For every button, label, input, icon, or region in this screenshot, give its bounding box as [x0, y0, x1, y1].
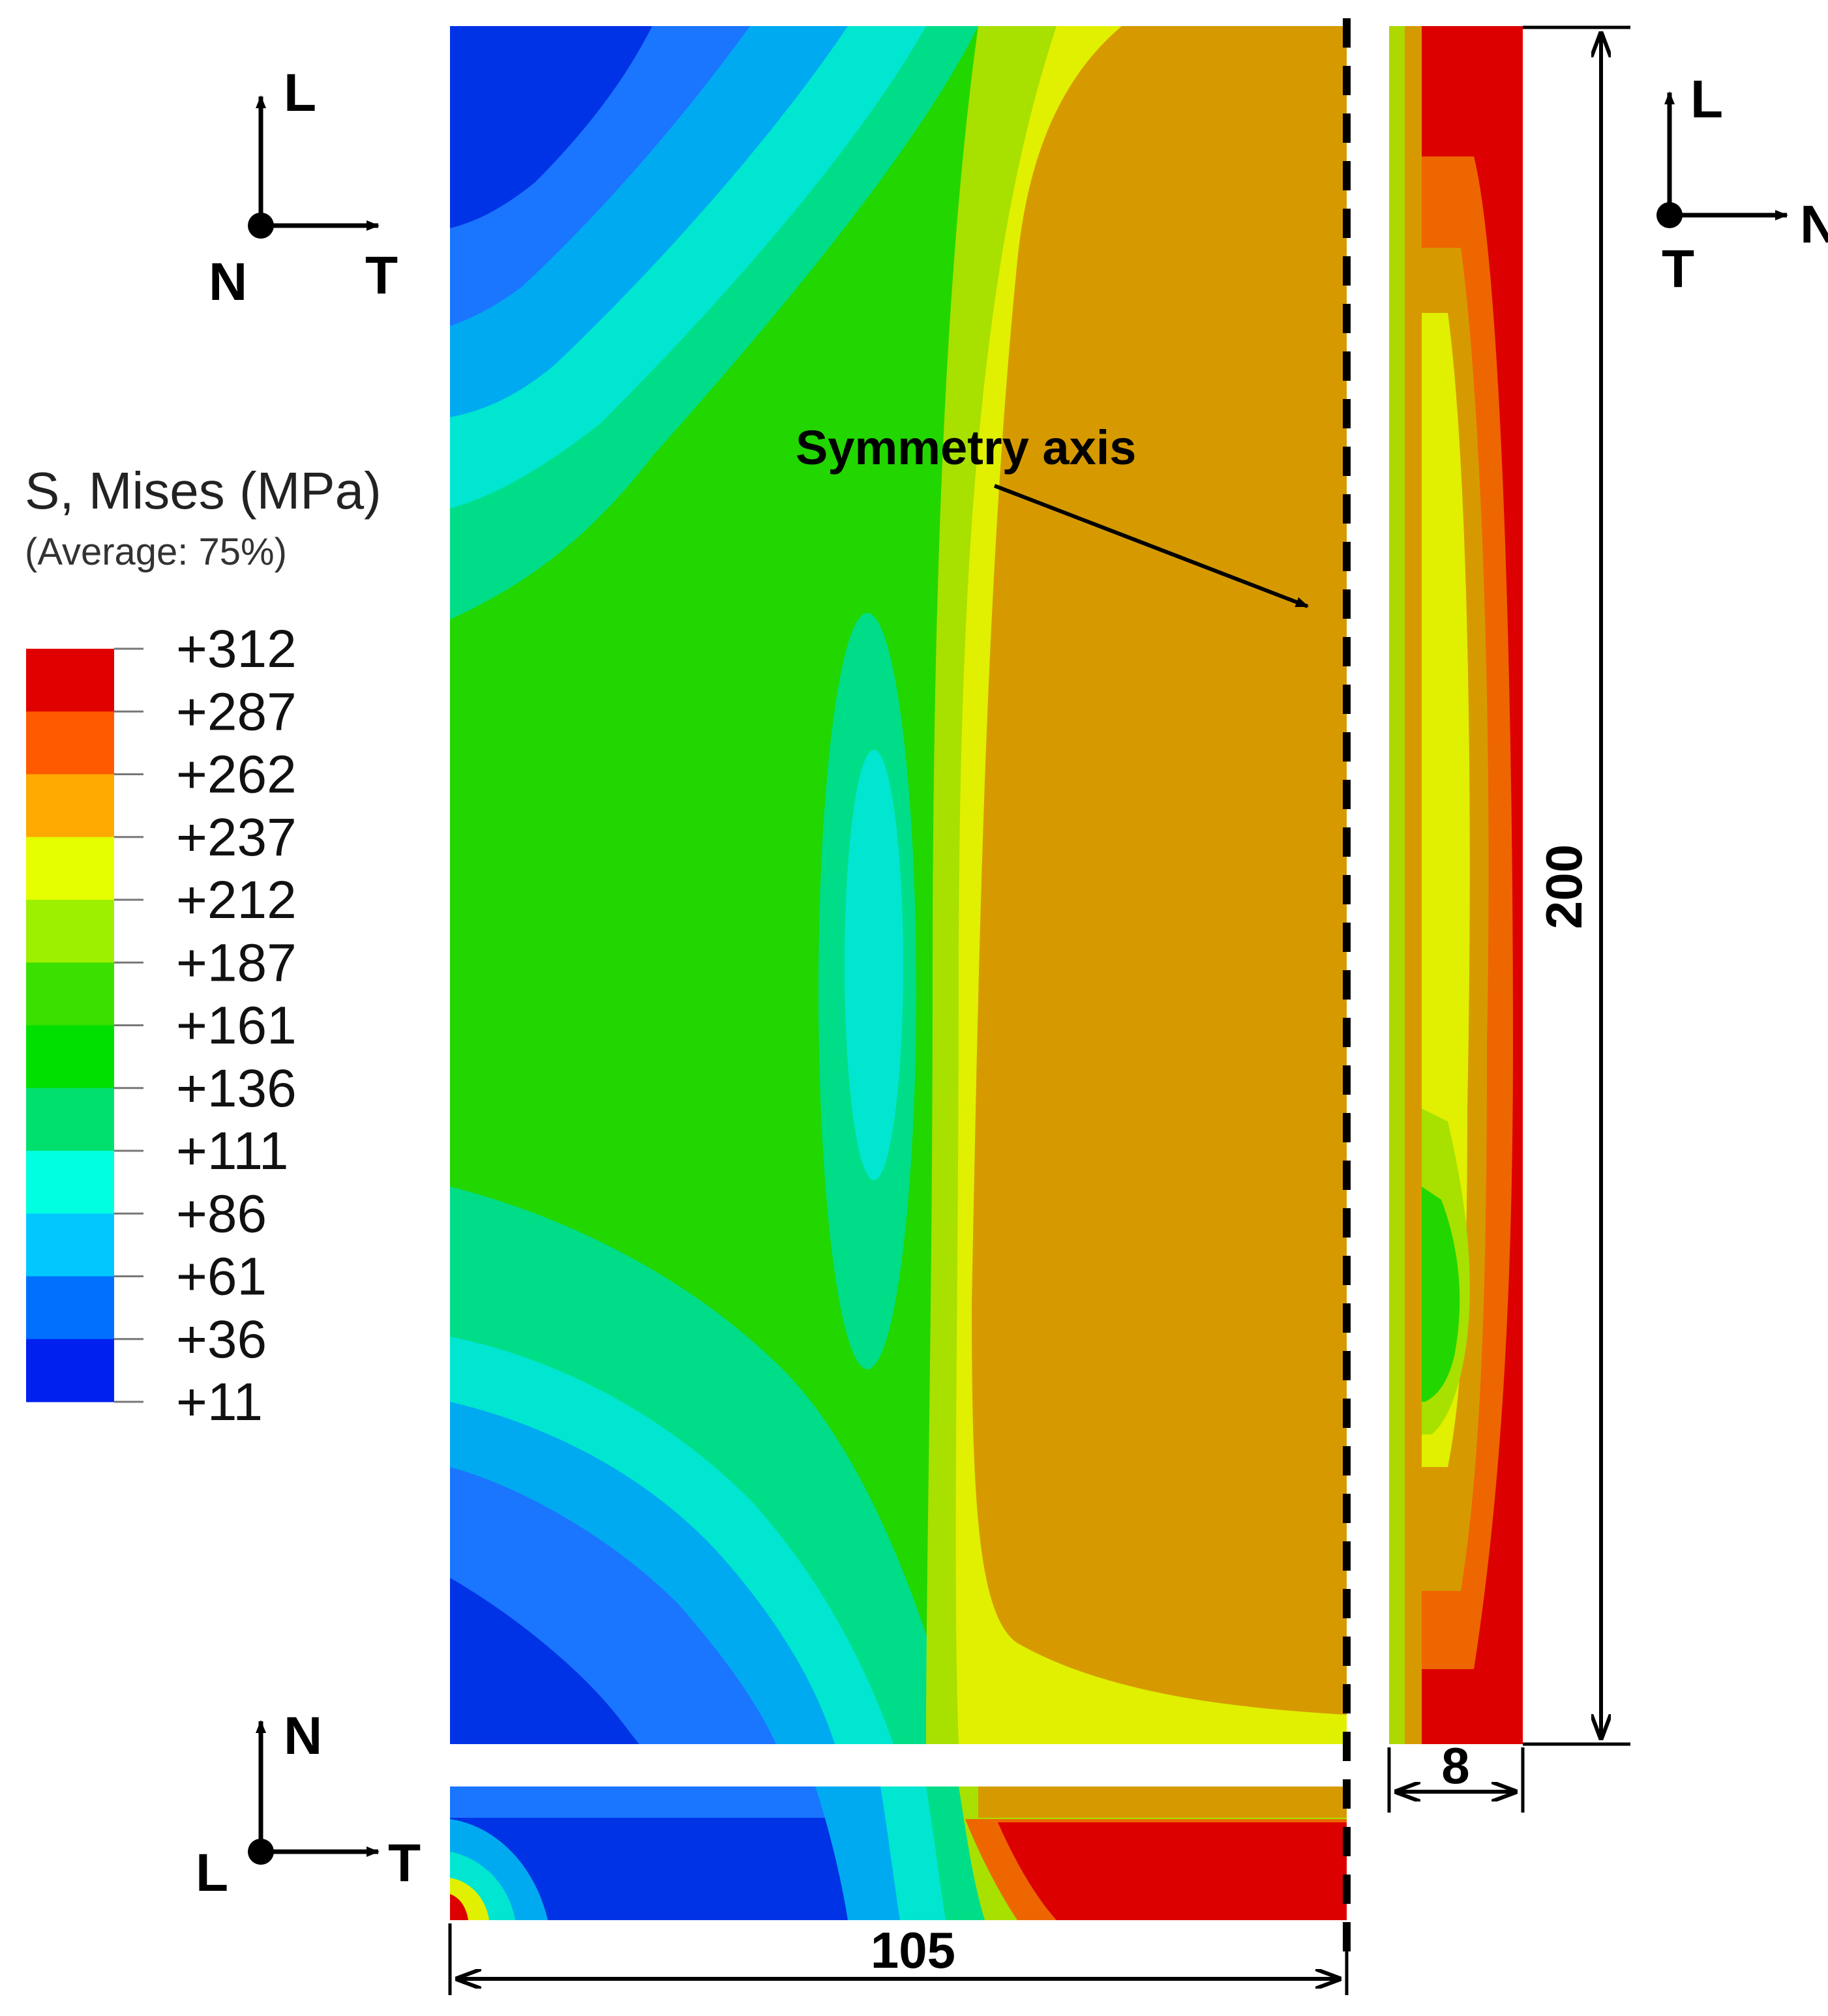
- bottom-view-contour: [450, 1786, 1347, 1920]
- symmetry-axis-label: Symmetry axis: [796, 421, 1136, 475]
- legend-tick-label: +11: [176, 1372, 263, 1432]
- side-edge-yellowgreen: [1389, 26, 1405, 1744]
- bottom-band-red: [998, 1822, 1347, 1920]
- legend-title: S, Mises (MPa): [25, 462, 382, 520]
- triad-front-normal-label: N: [209, 252, 247, 312]
- legend-swatch: [26, 1213, 114, 1277]
- triad-side-up-label: L: [1690, 70, 1723, 129]
- dim-thk-value: 8: [1441, 1737, 1469, 1794]
- legend-tick-label: +187: [176, 933, 297, 992]
- front-view-contour: [450, 26, 1347, 1744]
- legend: S, Mises (MPa) (Average: 75%) +312+287+2…: [25, 462, 382, 1432]
- bottom-corner-red: [450, 1894, 468, 1920]
- triad-front-up-label: L: [284, 63, 316, 123]
- legend-tick-label: +36: [176, 1310, 267, 1369]
- triad-bottom: N T L: [196, 1706, 421, 1903]
- dimension-height: 200: [1523, 25, 1630, 1746]
- legend-swatch: [26, 962, 114, 1026]
- legend-tick-label: +212: [176, 870, 297, 930]
- front-region-orange: [972, 26, 1347, 1715]
- legend-swatch: [26, 1025, 114, 1089]
- side-band-green: [1422, 1187, 1460, 1402]
- triad-front: L T N: [209, 63, 398, 312]
- triad-bottom-right-label: T: [388, 1833, 421, 1893]
- triad-bottom-origin-dot: [248, 1839, 274, 1865]
- legend-tick-label: +111: [176, 1121, 289, 1181]
- triad-side-right-label: N: [1800, 195, 1828, 254]
- legend-swatch: [26, 900, 114, 963]
- legend-swatch: [26, 711, 114, 775]
- legend-tick-label: +237: [176, 808, 297, 867]
- front-lens-cyan: [845, 750, 903, 1180]
- legend-swatch: [26, 1276, 114, 1340]
- legend-swatch: [26, 1339, 114, 1402]
- triad-bottom-up-label: N: [284, 1706, 322, 1766]
- legend-tick-label: +136: [176, 1059, 297, 1118]
- legend-swatch: [26, 837, 114, 900]
- triad-side-normal-label: T: [1662, 239, 1694, 299]
- dim-height-value: 200: [1535, 844, 1593, 929]
- legend-tick-label: +161: [176, 996, 297, 1056]
- legend-tick-labels: +312+287+262+237+212+187+161+136+111+86+…: [114, 619, 297, 1432]
- legend-tick-label: +86: [176, 1184, 267, 1243]
- front-band-blue-bottom: [450, 1578, 639, 1744]
- triad-side: L N T: [1656, 70, 1828, 299]
- legend-swatch: [26, 774, 114, 838]
- dimension-width: 105: [448, 1921, 1349, 1995]
- side-view-contour: [1389, 26, 1523, 1744]
- legend-tick-label: +312: [176, 619, 297, 679]
- triad-bottom-normal-label: L: [196, 1843, 228, 1903]
- legend-swatch: [26, 1151, 114, 1214]
- legend-subtitle: (Average: 75%): [25, 531, 287, 573]
- triad-side-origin-dot: [1656, 202, 1683, 228]
- front-band-blue-top: [450, 26, 652, 228]
- triad-front-right-label: T: [365, 246, 398, 305]
- dimension-thickness: 8: [1387, 1737, 1525, 1813]
- legend-tick-label: +262: [176, 745, 297, 805]
- legend-swatch: [26, 649, 114, 712]
- dim-width-value: 105: [871, 1921, 955, 1979]
- symmetry-axis-arrow: [993, 484, 1309, 608]
- legend-swatch: [26, 1088, 114, 1151]
- triad-front-origin-dot: [248, 213, 274, 239]
- legend-tick-label: +61: [176, 1247, 267, 1307]
- legend-tick-label: +287: [176, 682, 297, 741]
- bottom-strip-orange: [978, 1786, 1347, 1818]
- legend-color-bar: [26, 649, 114, 1402]
